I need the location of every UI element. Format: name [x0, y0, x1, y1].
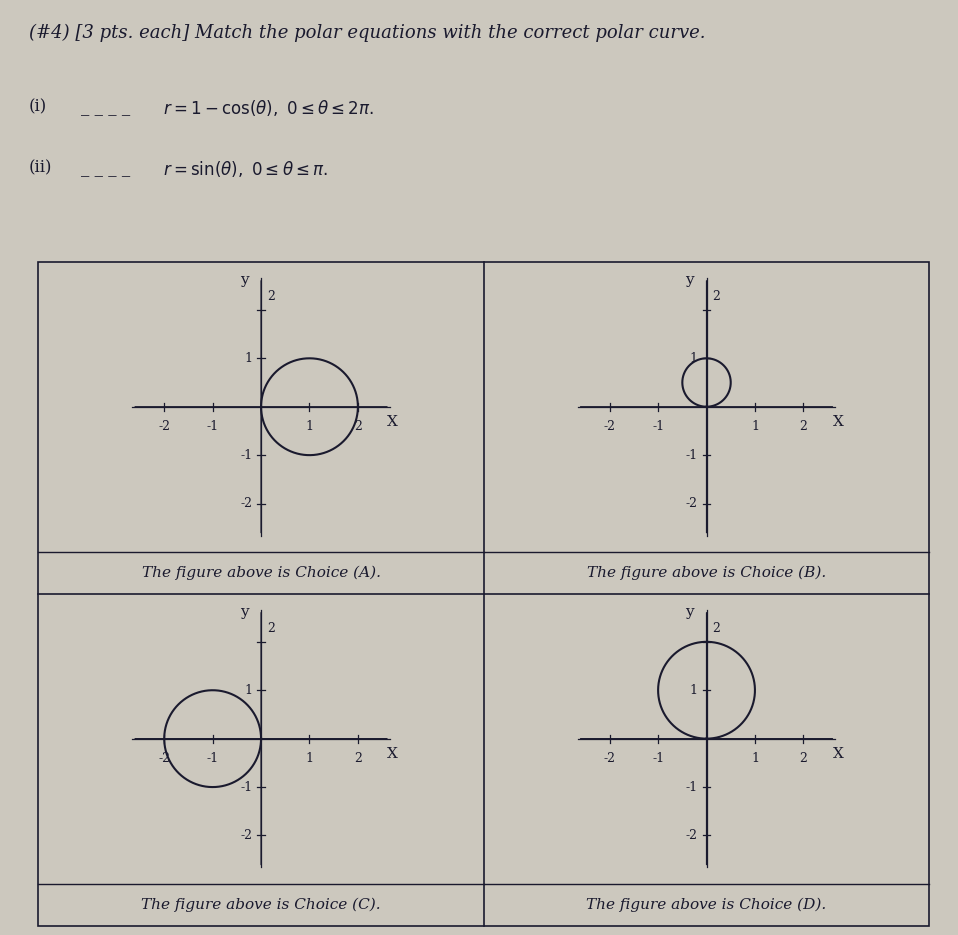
Text: _ _ _ _: _ _ _ _	[81, 159, 130, 176]
Text: X: X	[833, 747, 843, 761]
Text: -2: -2	[686, 497, 697, 511]
Text: -1: -1	[652, 752, 664, 765]
Text: (i): (i)	[29, 98, 47, 115]
Text: -1: -1	[686, 449, 697, 462]
Text: 2: 2	[354, 752, 362, 765]
Text: -2: -2	[158, 752, 171, 765]
Text: 1: 1	[244, 683, 252, 697]
Text: X: X	[387, 415, 398, 429]
Text: (ii): (ii)	[29, 159, 53, 176]
Text: 2: 2	[713, 290, 720, 303]
Text: The figure above is Choice (B).: The figure above is Choice (B).	[587, 566, 826, 580]
Text: The figure above is Choice (C).: The figure above is Choice (C).	[141, 898, 381, 912]
Text: 1: 1	[690, 683, 697, 697]
Text: 1: 1	[690, 352, 697, 365]
Text: -1: -1	[207, 752, 218, 765]
Text: -2: -2	[686, 829, 697, 842]
Text: X: X	[387, 747, 398, 761]
Text: -2: -2	[604, 752, 616, 765]
Text: 1: 1	[306, 752, 313, 765]
Text: X: X	[833, 415, 843, 429]
Text: y: y	[685, 273, 694, 287]
Text: -1: -1	[240, 781, 252, 794]
Text: 2: 2	[267, 622, 275, 635]
Text: -2: -2	[240, 497, 252, 511]
Text: (#4) [3 pts. each] Match the polar equations with the correct polar curve.: (#4) [3 pts. each] Match the polar equat…	[29, 23, 705, 42]
Text: 2: 2	[713, 622, 720, 635]
Text: y: y	[240, 605, 248, 619]
Text: _ _ _ _: _ _ _ _	[81, 98, 130, 115]
Text: 2: 2	[354, 421, 362, 433]
Text: -2: -2	[604, 421, 616, 433]
Text: y: y	[685, 605, 694, 619]
Text: -1: -1	[207, 421, 218, 433]
Text: 2: 2	[267, 290, 275, 303]
Text: -1: -1	[652, 421, 664, 433]
Text: -2: -2	[158, 421, 171, 433]
Text: 1: 1	[751, 421, 759, 433]
Text: 1: 1	[306, 421, 313, 433]
Text: $r = 1 - \cos(\theta),\ 0 \leq \theta \leq 2\pi.$: $r = 1 - \cos(\theta),\ 0 \leq \theta \l…	[163, 98, 374, 118]
Text: 2: 2	[799, 752, 808, 765]
Text: 1: 1	[244, 352, 252, 365]
Text: 2: 2	[799, 421, 808, 433]
Text: y: y	[240, 273, 248, 287]
Text: The figure above is Choice (A).: The figure above is Choice (A).	[142, 566, 380, 580]
Text: -1: -1	[240, 449, 252, 462]
Text: $r = \sin(\theta),\ 0 \leq \theta \leq \pi.$: $r = \sin(\theta),\ 0 \leq \theta \leq \…	[163, 159, 328, 179]
Text: -1: -1	[686, 781, 697, 794]
Text: 1: 1	[751, 752, 759, 765]
Text: -2: -2	[240, 829, 252, 842]
Text: The figure above is Choice (D).: The figure above is Choice (D).	[586, 898, 827, 912]
